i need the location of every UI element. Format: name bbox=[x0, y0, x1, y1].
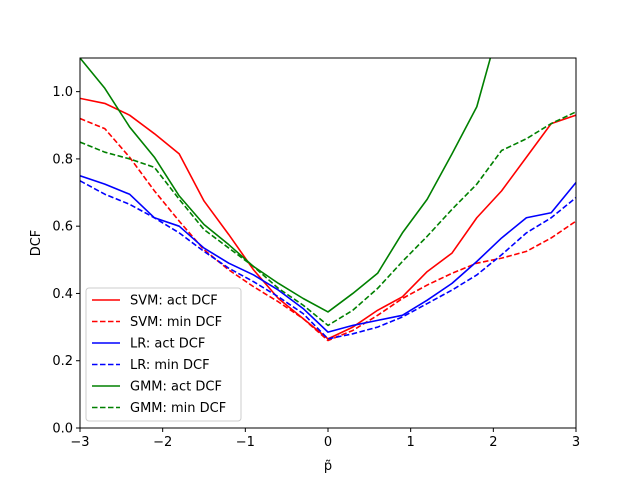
y-axis: 0.0 0.2 0.4 0.6 0.8 1.0 bbox=[52, 85, 80, 437]
x-tick-label: −2 bbox=[153, 435, 172, 450]
x-tick-label: 3 bbox=[572, 435, 580, 450]
y-tick-label: 0.6 bbox=[52, 220, 73, 235]
series-line-4 bbox=[80, 58, 492, 313]
series-line-5 bbox=[80, 111, 576, 327]
y-tick-label: 1.0 bbox=[52, 85, 73, 100]
series-line-0 bbox=[80, 97, 576, 340]
x-tick-label: −3 bbox=[70, 435, 89, 450]
x-tick-label: 2 bbox=[489, 435, 497, 450]
y-tick-label: 0.4 bbox=[52, 287, 73, 302]
series-line-3 bbox=[80, 180, 576, 340]
x-axis: −3 −2 −1 0 1 2 3 bbox=[70, 428, 580, 450]
legend-box bbox=[85, 287, 242, 422]
legend-label-2: LR: act DCF bbox=[130, 337, 205, 352]
x-tick-label: −1 bbox=[236, 435, 255, 450]
y-tick-label: 0.2 bbox=[52, 354, 73, 369]
legend: SVM: act DCF SVM: min DCF LR: act DCF LR: m… bbox=[85, 287, 242, 422]
x-tick-label: 0 bbox=[324, 435, 332, 450]
y-tick-label: 0.0 bbox=[52, 422, 73, 437]
legend-label-3: LR: min DCF bbox=[130, 358, 210, 373]
series-layer bbox=[80, 58, 576, 342]
x-tick-label: 1 bbox=[407, 435, 415, 450]
y-axis-label: DCF bbox=[29, 230, 44, 257]
y-tick-label: 0.8 bbox=[52, 152, 73, 167]
legend-label-5: GMM: min DCF bbox=[130, 401, 226, 416]
series-line-2 bbox=[80, 174, 576, 333]
series-line-1 bbox=[80, 117, 576, 342]
legend-label-0: SVM: act DCF bbox=[130, 294, 218, 309]
x-axis-label: p̃ bbox=[324, 459, 332, 474]
legend-label-1: SVM: min DCF bbox=[130, 315, 222, 330]
legend-label-4: GMM: act DCF bbox=[130, 380, 222, 395]
